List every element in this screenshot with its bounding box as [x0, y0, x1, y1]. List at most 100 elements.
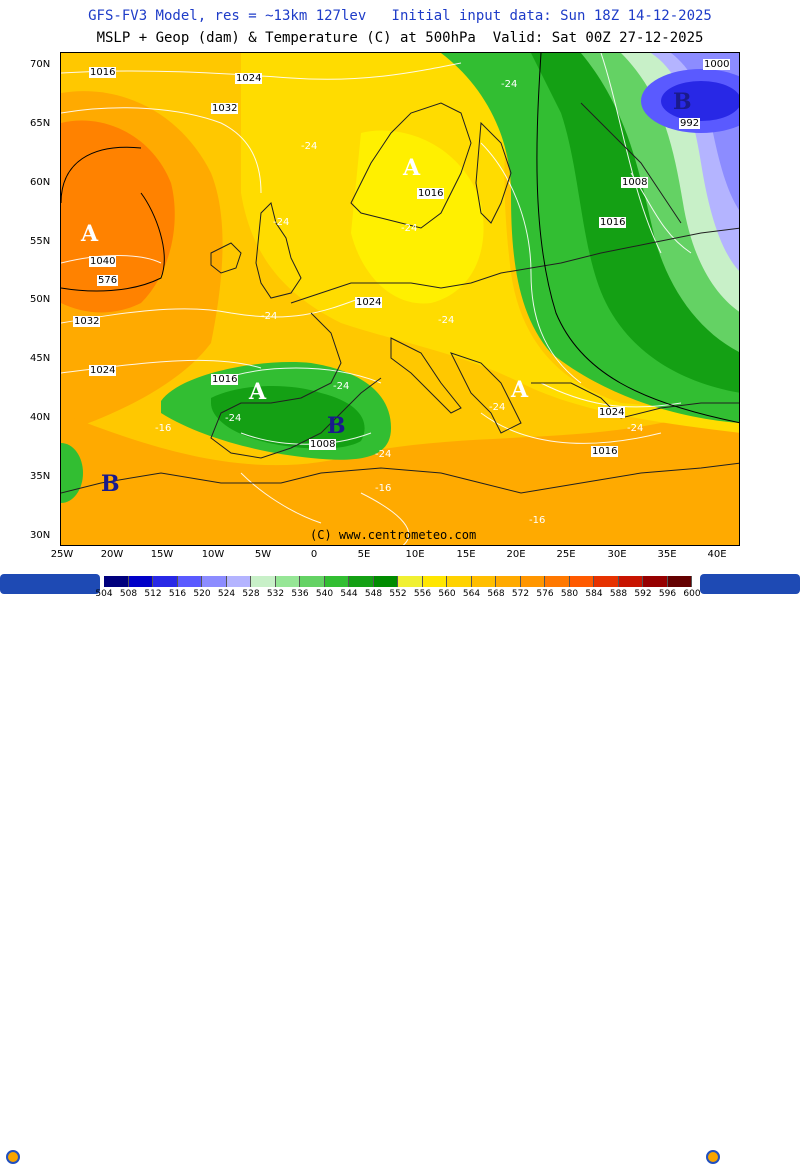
pressure-label: 1024	[355, 297, 383, 308]
logo-text: centrometeo	[23, 1151, 96, 1163]
pressure-label: 1016	[211, 374, 239, 385]
logo-text: centrometeo	[723, 1151, 796, 1163]
colorbar-cell	[496, 576, 521, 587]
lon-label: 5E	[357, 549, 371, 560]
temperature-label: -24	[401, 223, 418, 234]
lon-label: 20E	[506, 549, 526, 560]
lon-label: 10E	[405, 549, 425, 560]
colorbar-cell	[422, 576, 447, 587]
temperature-label: -24	[438, 315, 455, 326]
map-canvas	[61, 53, 739, 545]
colorbar-tick-label: 556	[413, 589, 432, 599]
lon-label: 15W	[150, 549, 174, 560]
temperature-label: -24	[627, 423, 644, 434]
lon-label: 30E	[607, 549, 627, 560]
map-title-line1: GFS-FV3 Model, res = ~13km 127lev Initia…	[88, 8, 712, 24]
colorbar-tick-label: 560	[438, 589, 456, 599]
colorbar-tick-label: 516	[168, 589, 187, 599]
colorbar: centrometeo centrometeo 504 508 512 516 520 5…	[0, 572, 800, 1164]
logo-icon	[6, 1150, 20, 1164]
colorbar-cell	[202, 576, 227, 587]
colorbar-tick-label: 584	[585, 589, 603, 599]
colorbar-cell	[177, 576, 202, 587]
temperature-label: -24	[301, 141, 318, 152]
colorbar-bg	[0, 574, 800, 594]
pressure-label: 1024	[235, 73, 263, 84]
temperature-label: -16	[529, 515, 546, 526]
colorbar-cell	[447, 576, 472, 587]
low-pressure-center: B	[673, 89, 692, 115]
colorbar-tick-label: 576	[536, 589, 554, 599]
colorbar-tick-label: 536	[291, 589, 309, 599]
colorbar-tick-label: 528	[242, 589, 260, 599]
lat-label: 65N	[30, 118, 51, 129]
temperature-label: -24	[375, 449, 392, 460]
lat-label: 50N	[30, 294, 51, 305]
lon-label: 25E	[556, 549, 576, 560]
colorbar-tick-label: 548	[364, 589, 383, 599]
colorbar-tick-label: 600	[683, 589, 701, 599]
lon-label: 0	[310, 549, 318, 560]
colorbar-tick-label: 580	[560, 589, 579, 599]
colorbar-cell	[545, 576, 570, 587]
pressure-label: 1032	[211, 103, 239, 114]
colorbar-cell	[300, 576, 325, 587]
weather-map: 1016 1024 1032 1040 1032 1024 1016 1024 …	[60, 52, 740, 546]
temperature-label: -24	[273, 217, 290, 228]
colorbar-tick-label: 512	[144, 589, 162, 599]
colorbar-cell	[128, 576, 153, 587]
colorbar-tick-label: 520	[193, 589, 211, 599]
logo-icon	[706, 1150, 720, 1164]
lat-label: 60N	[30, 177, 51, 188]
temperature-label: -24	[261, 311, 278, 322]
pressure-label: 1024	[598, 407, 626, 418]
colorbar-tick-label: 508	[119, 589, 138, 599]
lon-label: 10W	[201, 549, 225, 560]
colorbar-tick-label: 524	[217, 589, 236, 599]
colorbar-tick-label: 568	[487, 589, 505, 599]
isohypse-label: 576	[97, 275, 119, 286]
colorbar-cell	[594, 576, 619, 587]
centrometeo-logo-right: centrometeo	[706, 1148, 795, 1166]
pressure-label: 1008	[621, 177, 649, 188]
map-title-line2: MSLP + Geop (dam) & Temperature (C) at 5…	[96, 30, 704, 46]
lat-label: 70N	[30, 59, 51, 70]
high-pressure-center: A	[249, 379, 267, 405]
colorbar-tick-label: 572	[511, 589, 530, 599]
low-pressure-center: B	[327, 413, 346, 439]
lon-label: 15E	[456, 549, 476, 560]
colorbar-cell	[398, 576, 423, 587]
colorbar-cell	[618, 576, 643, 587]
lat-label: 35N	[30, 471, 51, 482]
lon-label: 20W	[100, 549, 124, 560]
lat-label: 45N	[30, 353, 51, 364]
pressure-label: 1016	[599, 217, 627, 228]
high-pressure-center: A	[403, 155, 421, 181]
pressure-label: 992	[679, 118, 701, 129]
temperature-label: -24	[225, 413, 242, 424]
temperature-label: -24	[501, 79, 518, 90]
colorbar-tick-label: 532	[266, 589, 285, 599]
colorbar-cell	[153, 576, 178, 587]
high-pressure-center: A	[511, 377, 529, 403]
colorbar-cell	[349, 576, 374, 587]
lat-label: 55N	[30, 236, 51, 247]
colorbar-cell	[275, 576, 300, 587]
colorbar-cell	[520, 576, 545, 587]
lat-label: 40N	[30, 412, 51, 423]
pressure-label: 1016	[89, 67, 117, 78]
lat-label: 30N	[30, 530, 51, 541]
colorbar-cell	[373, 576, 398, 587]
pressure-label: 1008	[309, 439, 337, 450]
colorbar-cell	[324, 576, 349, 587]
pressure-label: 1032	[73, 316, 101, 327]
lon-label: 40E	[707, 549, 727, 560]
map-area: 1016 1024 1032 1040 1032 1024 1016 1024 …	[30, 52, 740, 560]
pressure-label: 1016	[417, 188, 445, 199]
temperature-label: -16	[375, 483, 392, 494]
copyright-text: (C) www.centrometeo.com	[310, 528, 477, 542]
low-pressure-center: B	[101, 471, 120, 497]
colorbar-tick-label: 564	[462, 589, 481, 599]
temperature-label: -24	[489, 402, 506, 413]
colorbar-cell	[251, 576, 276, 587]
